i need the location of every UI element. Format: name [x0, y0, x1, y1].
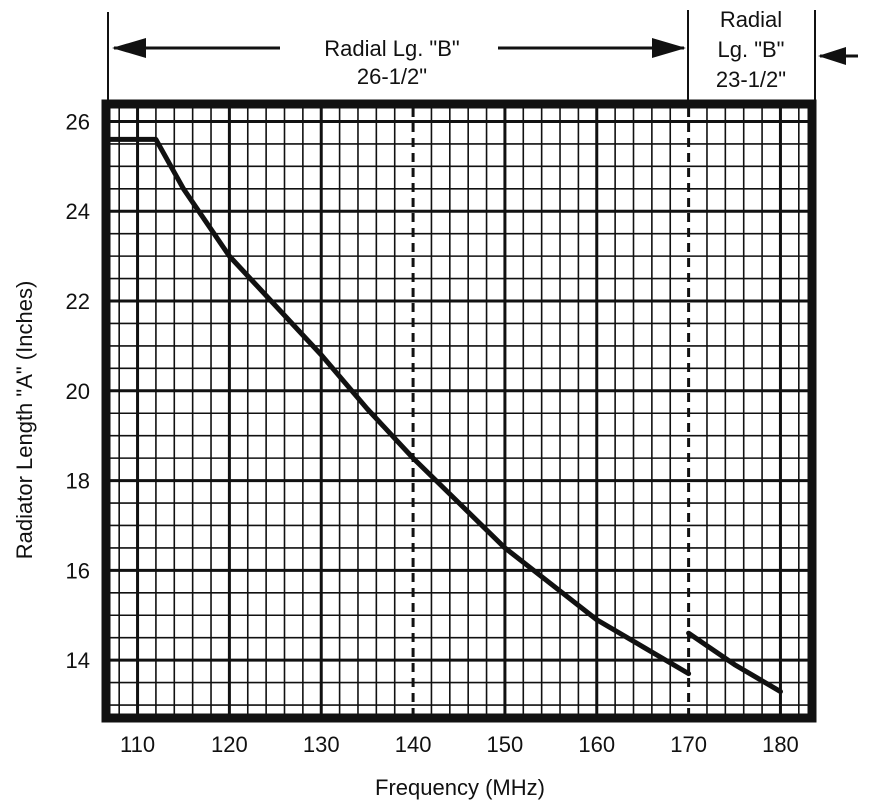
x-tick-label: 160 — [578, 732, 615, 757]
x-tick-label: 140 — [395, 732, 432, 757]
y-tick-label: 14 — [66, 648, 90, 673]
y-tick-label: 22 — [66, 289, 90, 314]
plot-frame — [101, 99, 817, 723]
series-2-point — [733, 663, 737, 667]
series-1-point — [154, 137, 158, 141]
radial-annotation: Radial Lg. "B" 26-1/2" Radial Lg. "B" 23… — [107, 7, 858, 100]
x-tick-label: 150 — [487, 732, 524, 757]
series-2-point — [687, 631, 691, 635]
annotation-label-2-line3: 23-1/2" — [716, 67, 786, 92]
series-1-point — [227, 254, 231, 258]
series-1-point — [365, 407, 369, 411]
x-tick-label: 130 — [303, 732, 340, 757]
x-tick-label: 170 — [670, 732, 707, 757]
annotation-arrowhead-left — [112, 38, 146, 58]
y-tick-label: 20 — [66, 379, 90, 404]
x-tick-label: 120 — [211, 732, 248, 757]
series-line-1 — [107, 136, 692, 677]
series-1-point — [549, 582, 553, 586]
annotation-label-1-line1: Radial Lg. "B" — [324, 36, 459, 61]
y-axis-title: Radiator Length "A" (Inches) — [12, 281, 37, 560]
series-1-point — [687, 672, 691, 676]
x-tick-label: 180 — [762, 732, 799, 757]
y-tick-labels: 14 16 18 20 22 24 26 — [66, 109, 90, 673]
series-lines — [107, 136, 783, 695]
series-1-point — [273, 304, 277, 308]
series-1-point — [319, 353, 323, 357]
x-tick-label: 110 — [120, 732, 155, 757]
x-axis-title: Frequency (MHz) — [375, 775, 545, 800]
y-tick-label: 26 — [66, 109, 90, 134]
annotation-arrowhead-right — [652, 38, 686, 58]
annotation-label-2-line2: Lg. "B" — [718, 37, 785, 62]
series-2-point — [778, 690, 782, 694]
series-1-point — [181, 187, 185, 191]
series-1-point — [595, 618, 599, 622]
annotation-arrowhead-outer — [818, 47, 846, 65]
series-1-point — [641, 645, 645, 649]
series-1-point — [457, 501, 461, 505]
series-1-point — [503, 546, 507, 550]
series-1-point — [411, 456, 415, 460]
y-tick-label: 18 — [66, 469, 90, 494]
annotation-label-1-line2: 26-1/2" — [357, 64, 427, 89]
annotation-label-2-line1: Radial — [720, 7, 782, 32]
y-tick-label: 16 — [66, 558, 90, 583]
grid — [110, 108, 808, 714]
y-tick-label: 24 — [66, 199, 90, 224]
x-tick-labels: 110 120 130 140 150 160 170 180 — [120, 732, 799, 757]
